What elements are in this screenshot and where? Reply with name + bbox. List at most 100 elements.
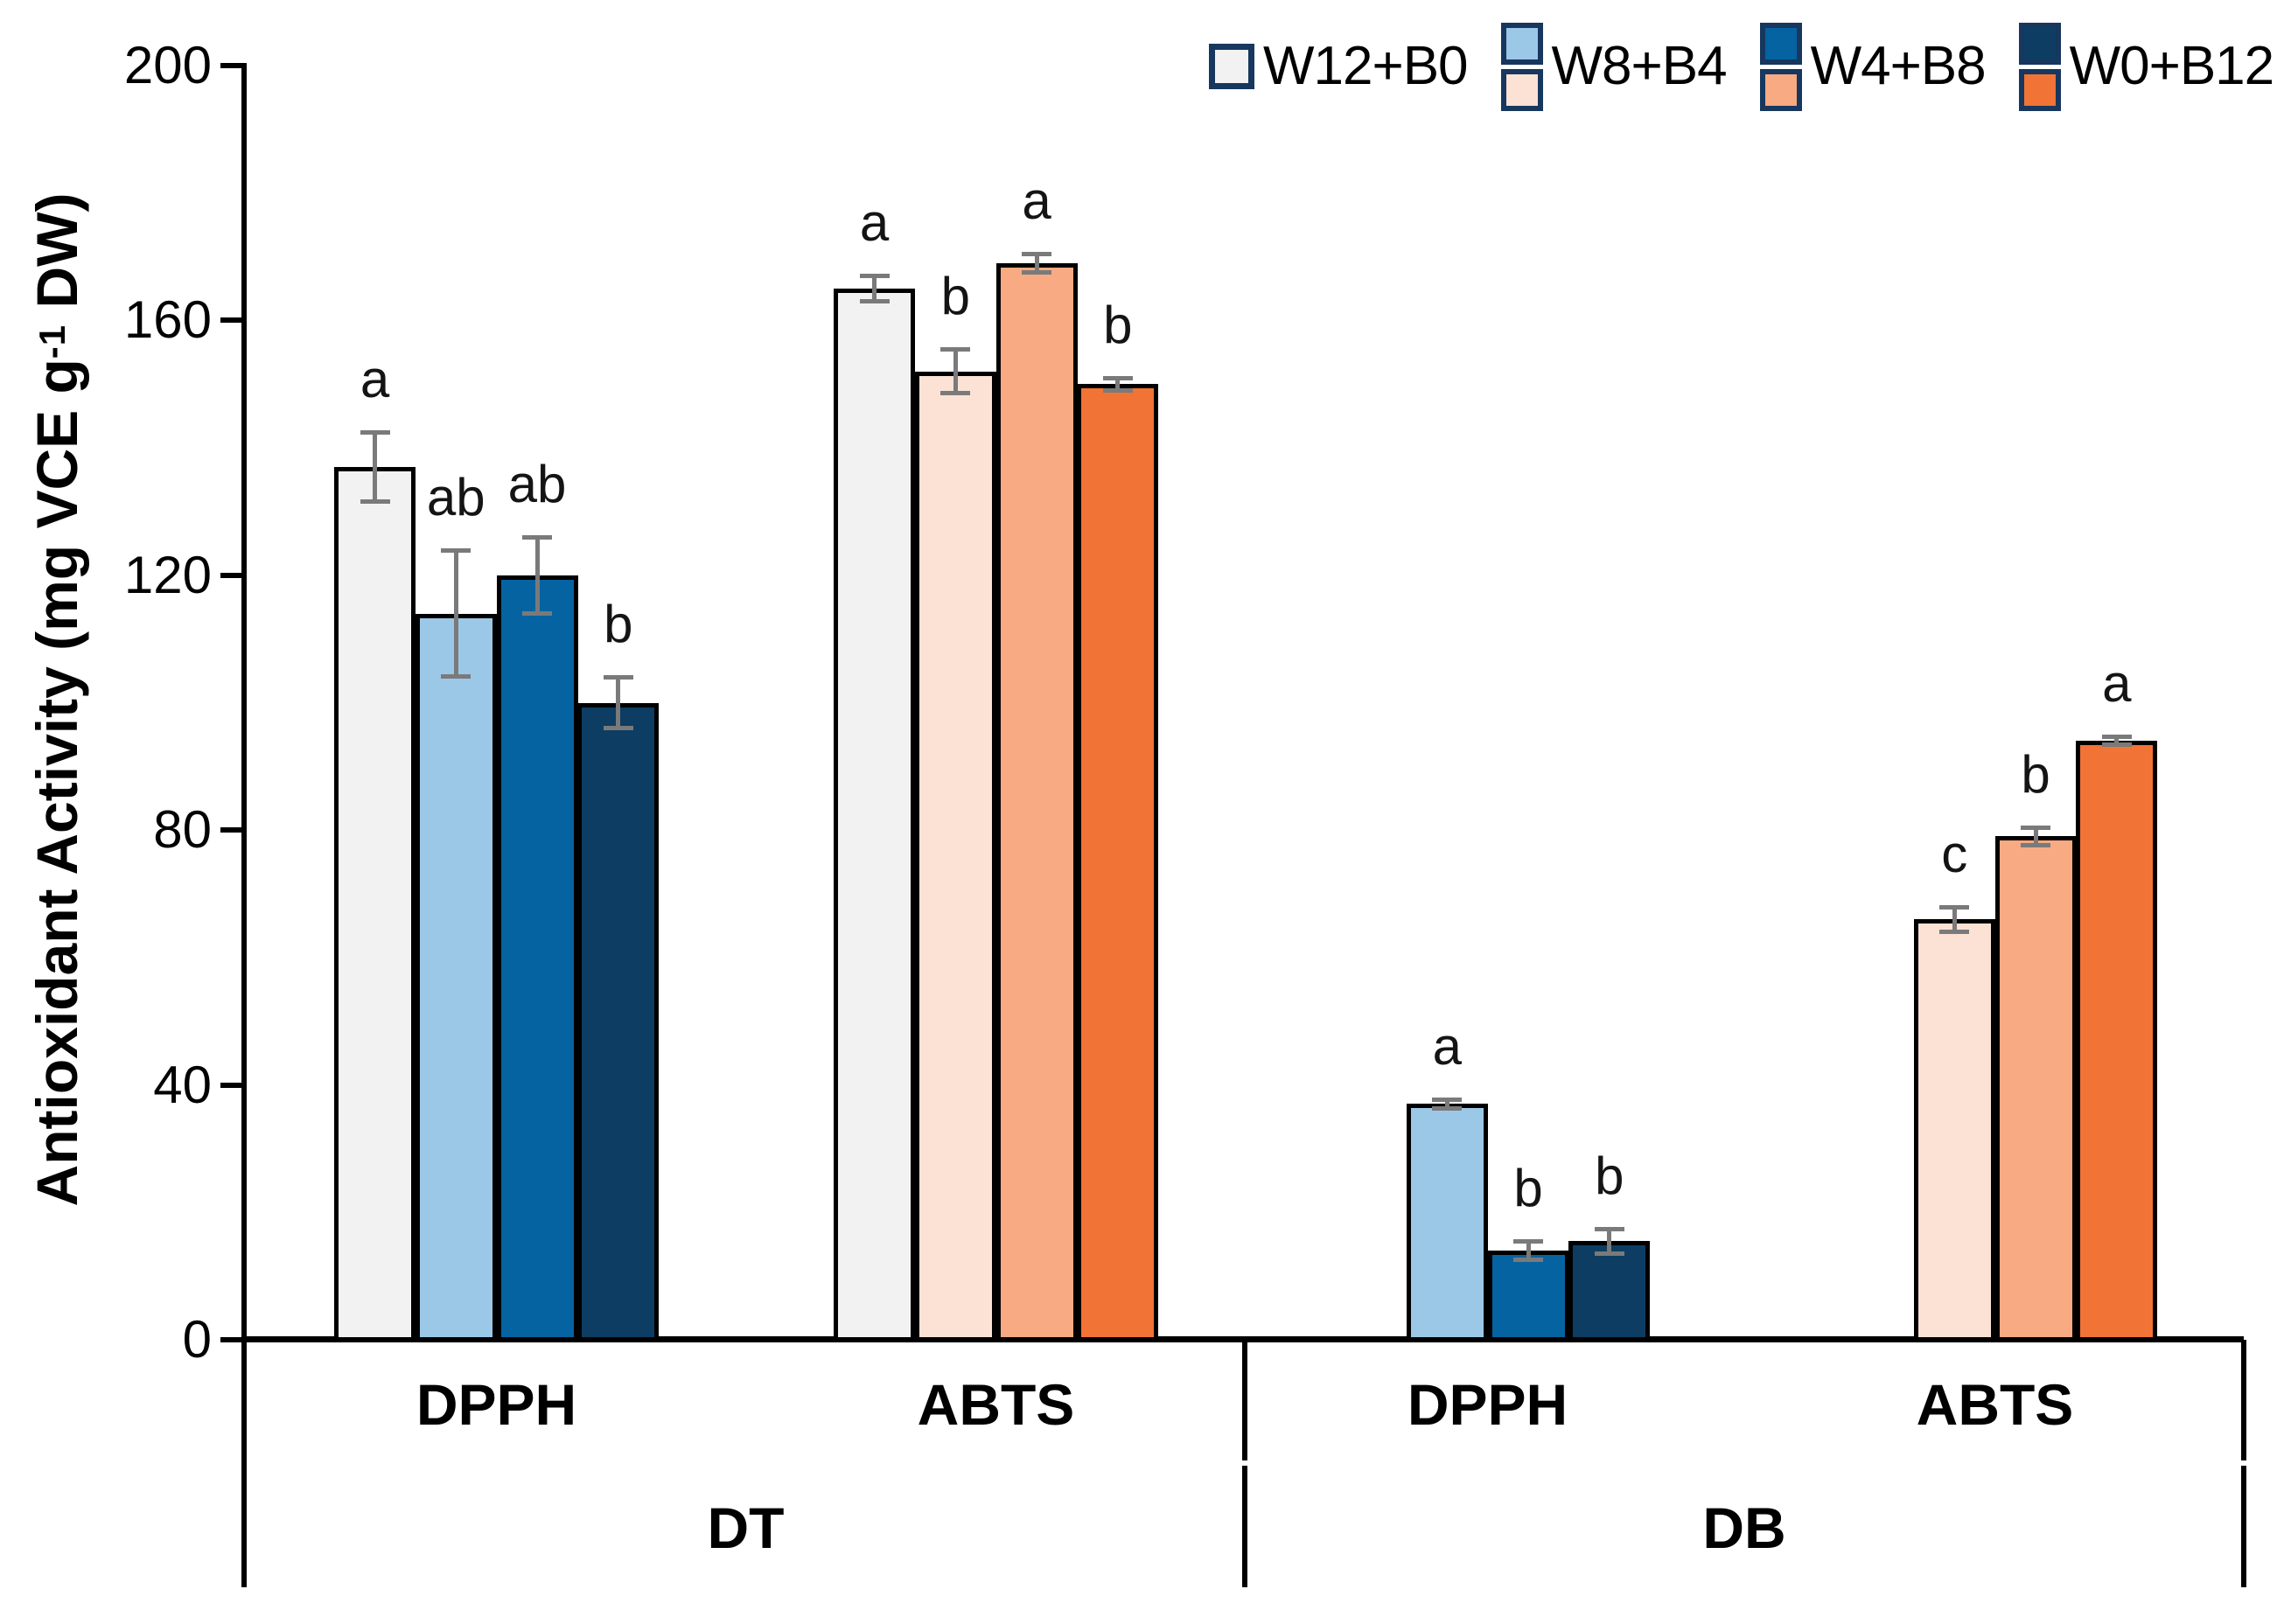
legend-swatch-color bbox=[1500, 22, 1543, 65]
bar-DB-DPPH-W4+B8 bbox=[1487, 1251, 1569, 1342]
error-bar-cap bbox=[360, 429, 390, 435]
bar-DB-DPPH-W0+B12 bbox=[1568, 1241, 1651, 1342]
bar-DB-DPPH-W8+B4 bbox=[1406, 1104, 1488, 1342]
error-bar-line bbox=[534, 537, 540, 614]
legend-item-w4-b8: W4+B8 bbox=[1759, 22, 1987, 111]
bar-DT-DPPH-W8+B4 bbox=[415, 613, 497, 1342]
table-right-edge-line bbox=[2241, 1340, 2246, 1460]
legend-item-w0-b12: W0+B12 bbox=[2018, 22, 2275, 111]
legend-label: W0+B12 bbox=[2069, 36, 2275, 96]
error-bar-line bbox=[616, 677, 621, 728]
error-bar-line bbox=[1115, 377, 1121, 391]
y-axis-line bbox=[241, 63, 247, 1587]
error-bar-line bbox=[953, 349, 958, 394]
error-bar-cap bbox=[441, 547, 471, 553]
legend-swatch-color bbox=[1759, 22, 1802, 65]
legend-label: W4+B8 bbox=[1810, 36, 1987, 96]
error-bar-cap bbox=[859, 298, 890, 303]
y-tick bbox=[220, 1082, 241, 1088]
significance-letter: b bbox=[940, 267, 970, 326]
legend-item-w8-b4: W8+B4 bbox=[1500, 22, 1728, 111]
assay-label-DT-DPPH: DPPH bbox=[416, 1371, 577, 1437]
error-bar-cap bbox=[1594, 1251, 1624, 1256]
assay-label-DB-ABTS: ABTS bbox=[1916, 1371, 2074, 1437]
significance-letter: a bbox=[1432, 1017, 1462, 1077]
bar-DB-ABTS-W0+B12 bbox=[2076, 741, 2158, 1342]
y-tick bbox=[220, 827, 241, 833]
error-bar-cap bbox=[1513, 1239, 1543, 1244]
bar-DB-ABTS-W4+B8 bbox=[1994, 836, 2077, 1342]
error-bar-cap bbox=[2021, 843, 2050, 848]
error-bar-cap bbox=[940, 391, 971, 396]
legend-swatch-color bbox=[2018, 68, 2061, 111]
significance-letter: a bbox=[859, 193, 890, 253]
section-divider-line bbox=[1242, 1466, 1247, 1587]
error-bar-line bbox=[2033, 826, 2038, 847]
significance-letter: b bbox=[1513, 1159, 1543, 1218]
assay-label-DB-DPPH: DPPH bbox=[1407, 1371, 1568, 1437]
error-bar-cap bbox=[1939, 929, 1970, 934]
bar-DT-DPPH-W12+B0 bbox=[334, 466, 416, 1342]
error-bar-line bbox=[1607, 1228, 1612, 1254]
legend-swatch-color bbox=[1500, 68, 1543, 111]
bar-DT-ABTS-W12+B0 bbox=[834, 288, 915, 1342]
table-right-edge-line bbox=[2241, 1466, 2246, 1587]
y-tick-label: 120 bbox=[123, 545, 212, 604]
error-bar-cap bbox=[1022, 269, 1051, 275]
error-bar-cap bbox=[1432, 1098, 1463, 1103]
legend-item-w12-b0: W12+B0 bbox=[1209, 39, 1469, 94]
error-bar-line bbox=[1034, 253, 1039, 273]
error-bar-line bbox=[373, 431, 377, 502]
assay-label-DT-ABTS: ABTS bbox=[917, 1371, 1075, 1437]
legend-swatch-w0-b12 bbox=[2018, 22, 2061, 111]
section-label-DT: DT bbox=[707, 1495, 785, 1560]
error-bar-line bbox=[2114, 736, 2120, 746]
significance-letter: ab bbox=[507, 455, 567, 514]
error-bar-line bbox=[872, 275, 877, 302]
error-bar-line bbox=[1952, 906, 1957, 932]
bar-DT-ABTS-W4+B8 bbox=[995, 262, 1078, 1342]
legend-swatch-w4-b8 bbox=[1759, 22, 1802, 111]
legend-swatch-w8-b4 bbox=[1500, 22, 1543, 111]
y-tick-label: 40 bbox=[153, 1055, 212, 1114]
significance-letter: a bbox=[360, 349, 390, 408]
y-tick bbox=[220, 572, 241, 578]
error-bar-cap bbox=[1513, 1257, 1543, 1262]
significance-letter: ab bbox=[426, 467, 485, 526]
y-tick bbox=[220, 1337, 241, 1342]
bar-DB-ABTS-W8+B4 bbox=[1913, 919, 1995, 1342]
y-tick bbox=[220, 317, 241, 324]
error-bar-cap bbox=[940, 347, 971, 352]
error-bar-cap bbox=[1102, 375, 1133, 380]
error-bar-line bbox=[1444, 1099, 1449, 1109]
error-bar-line bbox=[453, 549, 458, 678]
significance-letter: a bbox=[1022, 171, 1051, 230]
significance-letter: b bbox=[1595, 1146, 1624, 1205]
error-bar-cap bbox=[522, 535, 552, 540]
error-bar-cap bbox=[603, 725, 633, 730]
error-bar-cap bbox=[360, 499, 390, 505]
legend-swatch-w12-b0 bbox=[1209, 44, 1254, 89]
error-bar-cap bbox=[1594, 1226, 1624, 1231]
significance-letter: b bbox=[1103, 295, 1133, 354]
significance-letter: b bbox=[604, 595, 633, 654]
error-bar-line bbox=[1526, 1241, 1531, 1260]
legend-swatch-color bbox=[1209, 44, 1254, 89]
x-axis-line bbox=[241, 1336, 2244, 1342]
error-bar-cap bbox=[2021, 825, 2050, 830]
error-bar-cap bbox=[1432, 1105, 1463, 1111]
error-bar-cap bbox=[1102, 387, 1133, 393]
legend: W12+B0 W8+B4 W4+B8 W0+B12 bbox=[1209, 16, 2274, 117]
bar-DT-ABTS-W0+B12 bbox=[1077, 384, 1159, 1342]
error-bar-cap bbox=[1939, 904, 1970, 910]
bar-DT-ABTS-W8+B4 bbox=[914, 371, 996, 1342]
error-bar-cap bbox=[441, 674, 471, 680]
y-tick-label: 160 bbox=[123, 290, 212, 350]
legend-label: W8+B4 bbox=[1551, 36, 1728, 96]
error-bar-cap bbox=[2101, 735, 2132, 740]
y-tick-label: 80 bbox=[153, 800, 212, 860]
y-tick-label: 200 bbox=[123, 36, 212, 94]
y-tick-label: 0 bbox=[182, 1310, 212, 1369]
